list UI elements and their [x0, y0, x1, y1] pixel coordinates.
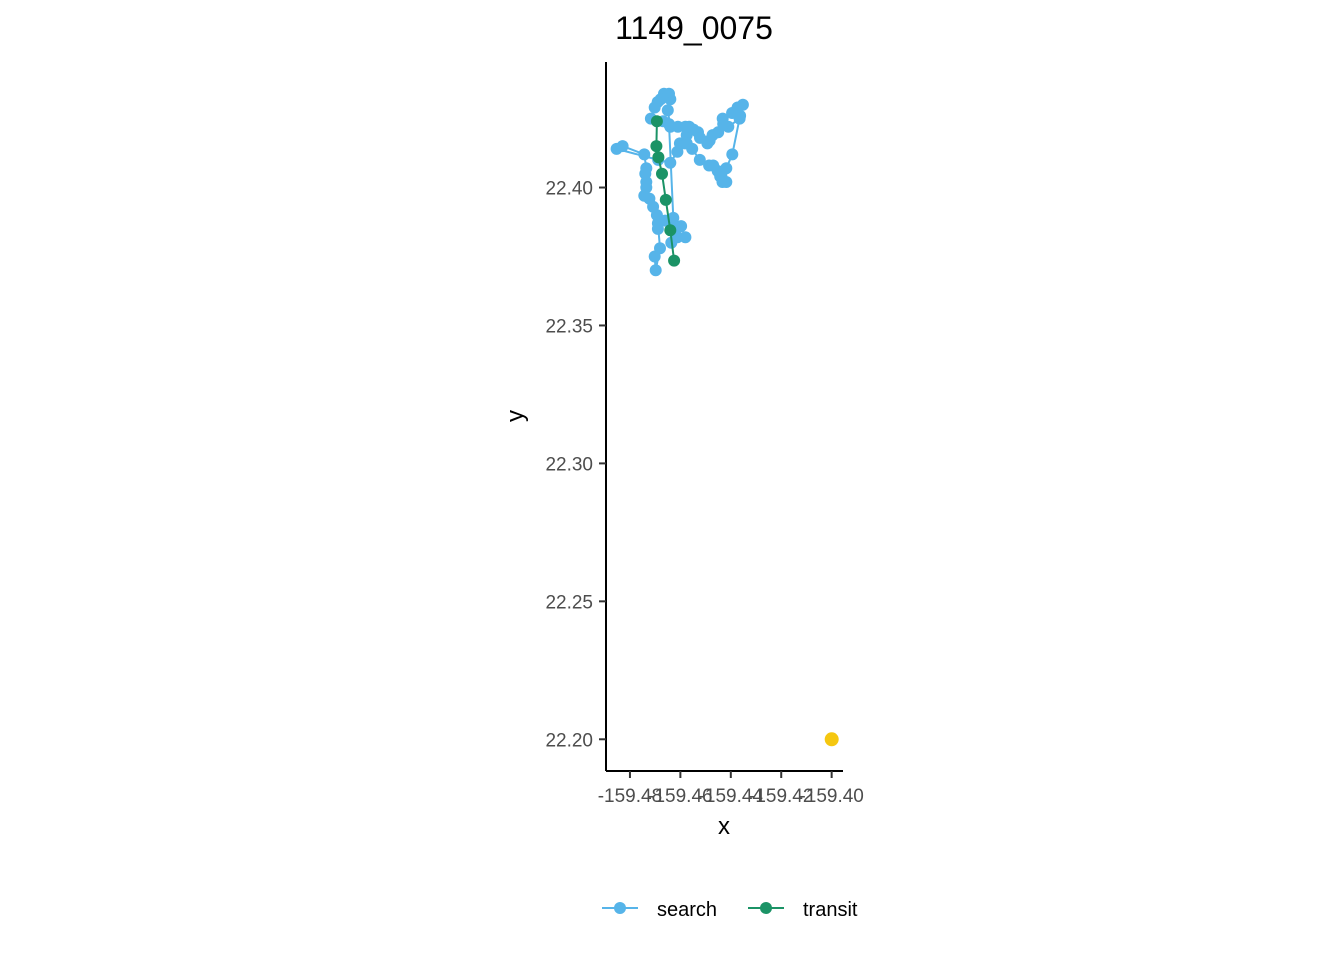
series-search-point-32: [726, 148, 739, 161]
series-transit-point-5: [664, 224, 677, 237]
series-transit-point-6: [668, 254, 681, 267]
legend: search transit: [602, 899, 858, 921]
legend-label-transit: transit: [803, 899, 858, 921]
x-tick-label-2: -159.44: [699, 786, 764, 807]
y-tick-label-4: 22.40: [545, 179, 593, 200]
y-tick-label-1: 22.25: [545, 592, 593, 613]
y-axis-ticks: 22.20 22.25 22.30 22.35 22.40: [545, 179, 606, 751]
series-search-point-61: [663, 118, 675, 131]
series-search-point-58: [648, 101, 661, 114]
series-search-point-1: [649, 264, 662, 277]
series-transit-point-0: [650, 115, 663, 128]
legend-key-transit-point: [760, 902, 772, 914]
x-tick-label-3: -159.42: [749, 786, 813, 807]
chart-title: 1149_0075: [615, 10, 773, 46]
legend-key-search-point: [614, 902, 626, 914]
y-axis-title: y: [502, 410, 529, 422]
series-search-point-31: [720, 162, 733, 175]
series-search-point-12: [638, 148, 651, 161]
series-search-point-30: [720, 176, 733, 188]
series-search-point-68: [679, 231, 692, 244]
x-tick-label-0: -159.48: [598, 786, 662, 807]
series-transit-point-1: [650, 140, 663, 153]
series-search-point-70: [651, 222, 664, 235]
x-axis-title: x: [718, 813, 730, 840]
legend-item-transit: transit: [748, 899, 858, 921]
y-tick-label-3: 22.35: [545, 316, 593, 337]
series-search-point-11: [640, 162, 653, 175]
y-tick-label-0: 22.20: [545, 730, 593, 751]
series-search-point-51: [661, 104, 674, 117]
x-tick-label-1: -159.46: [648, 786, 712, 807]
plot-area: [610, 87, 839, 747]
series-search-point-14: [610, 142, 623, 155]
series-search-point-2: [654, 242, 666, 255]
x-tick-label-4: -159.40: [799, 786, 863, 807]
legend-label-search: search: [657, 899, 717, 921]
series-search-point-37: [733, 112, 746, 125]
series-search-point-24: [693, 153, 706, 166]
legend-item-search: search: [602, 899, 717, 921]
series-search-point-67: [675, 220, 688, 233]
series-search-point-40: [716, 112, 729, 125]
series-transit-point-2: [652, 151, 665, 164]
series-marker-point-0: [824, 732, 839, 747]
series-transit-point-3: [656, 167, 668, 180]
series-search-point-16: [664, 156, 677, 169]
y-tick-label-2: 22.30: [545, 454, 593, 475]
x-axis-ticks: -159.48-159.46-159.44-159.42-159.40: [598, 771, 864, 807]
series-transit-point-4: [659, 193, 672, 206]
series-search-point-23: [686, 142, 699, 155]
